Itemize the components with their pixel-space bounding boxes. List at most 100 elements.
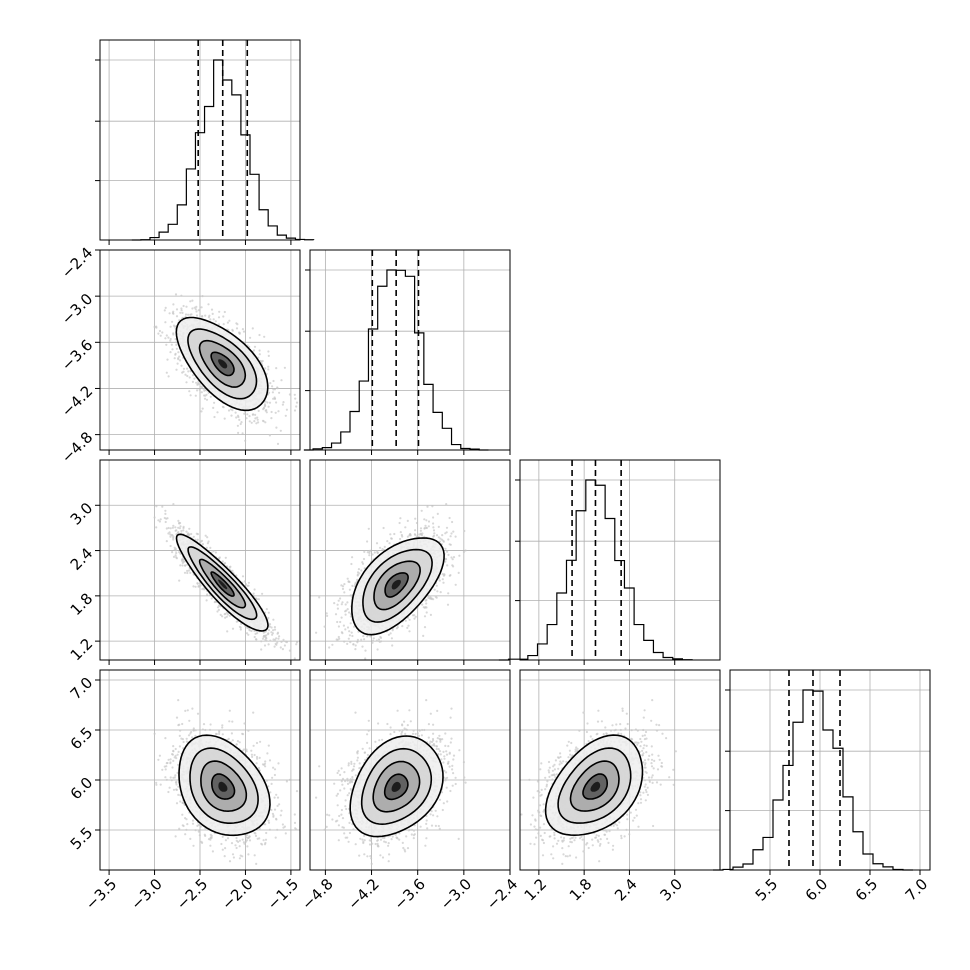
sample-point	[180, 294, 183, 297]
sample-point	[282, 638, 285, 642]
sample-point	[165, 334, 168, 337]
sample-point	[199, 541, 202, 544]
sample-point	[277, 637, 280, 640]
sample-point	[348, 611, 351, 614]
sample-point	[236, 414, 240, 417]
sample-point	[235, 327, 239, 330]
sample-point	[203, 397, 207, 400]
sample-point	[200, 386, 204, 389]
sample-point	[157, 332, 160, 335]
histogram-3	[498, 479, 693, 661]
sample-point	[271, 385, 274, 388]
sample-point	[175, 343, 178, 346]
sample-point	[429, 613, 432, 617]
sample-point	[169, 325, 172, 328]
sample-point	[295, 405, 298, 408]
sample-point	[204, 314, 207, 317]
sample-point	[275, 401, 278, 404]
sample-point	[444, 560, 447, 563]
sample-point	[188, 527, 191, 530]
sample-point	[159, 518, 162, 521]
sample-point	[165, 371, 168, 374]
sample-point	[208, 314, 211, 317]
sample-point	[238, 418, 241, 421]
sample-point	[263, 634, 266, 638]
sample-point	[432, 522, 435, 525]
sample-point	[177, 351, 180, 354]
sample-point	[252, 413, 255, 416]
sample-point	[228, 614, 231, 617]
sample-point	[257, 421, 260, 424]
sample-point	[224, 556, 227, 559]
sample-point	[341, 601, 344, 604]
sample-point	[179, 525, 182, 528]
sample-point	[174, 547, 177, 551]
sample-point	[165, 540, 168, 543]
sample-point	[281, 403, 284, 406]
sample-point	[179, 564, 182, 567]
sample-point	[386, 540, 389, 543]
sample-point	[255, 422, 258, 425]
sample-point	[196, 533, 199, 536]
sample-point	[167, 336, 170, 339]
sample-point	[285, 408, 288, 411]
sample-point	[264, 638, 267, 642]
sample-point	[267, 643, 270, 646]
sample-point	[344, 628, 347, 631]
sample-point	[174, 338, 177, 341]
sample-point	[171, 348, 174, 351]
sample-point	[211, 312, 214, 315]
sample-point	[240, 421, 243, 424]
sample-point	[185, 530, 188, 533]
sample-point	[195, 381, 198, 384]
sample-point	[269, 382, 272, 385]
sample-point	[230, 414, 233, 417]
sample-point	[261, 592, 264, 595]
sample-point	[399, 517, 402, 520]
sample-point	[267, 611, 270, 614]
sample-point	[213, 415, 216, 419]
sample-point	[248, 415, 251, 418]
sample-point	[248, 420, 251, 423]
sample-point	[191, 380, 194, 383]
sample-point	[273, 628, 277, 631]
sample-point	[372, 639, 375, 642]
sample-point	[265, 409, 268, 412]
sample-point	[167, 532, 170, 535]
sample-point	[277, 410, 280, 413]
sample-point	[275, 426, 278, 429]
sample-point	[253, 345, 257, 348]
sample-point	[241, 575, 245, 578]
sample-point	[193, 377, 196, 380]
sample-point	[172, 503, 175, 506]
sample-point	[250, 421, 253, 424]
sample-point	[439, 591, 442, 594]
sample-point	[216, 411, 219, 414]
sample-point	[393, 532, 396, 536]
sample-point	[200, 306, 203, 309]
sample-point	[196, 582, 199, 585]
sample-point	[189, 300, 192, 303]
sample-point	[198, 388, 201, 391]
sample-point	[197, 584, 200, 588]
sample-point	[267, 632, 270, 635]
sample-point	[155, 325, 158, 328]
sample-point	[187, 370, 190, 373]
sample-point	[164, 321, 167, 324]
sample-point	[261, 637, 265, 640]
sample-point	[216, 610, 219, 613]
sample-point	[164, 337, 167, 340]
sample-point	[186, 374, 189, 378]
sample-point	[175, 315, 179, 318]
sample-point	[217, 316, 221, 319]
sample-point	[248, 629, 251, 632]
sample-point	[369, 635, 372, 638]
sample-point	[213, 601, 216, 604]
sample-point	[172, 524, 175, 527]
sample-point	[285, 641, 288, 644]
sample-point	[446, 603, 450, 606]
sample-point	[375, 639, 378, 642]
sample-point	[221, 615, 224, 618]
sample-point	[170, 343, 173, 346]
sample-point	[414, 529, 417, 532]
